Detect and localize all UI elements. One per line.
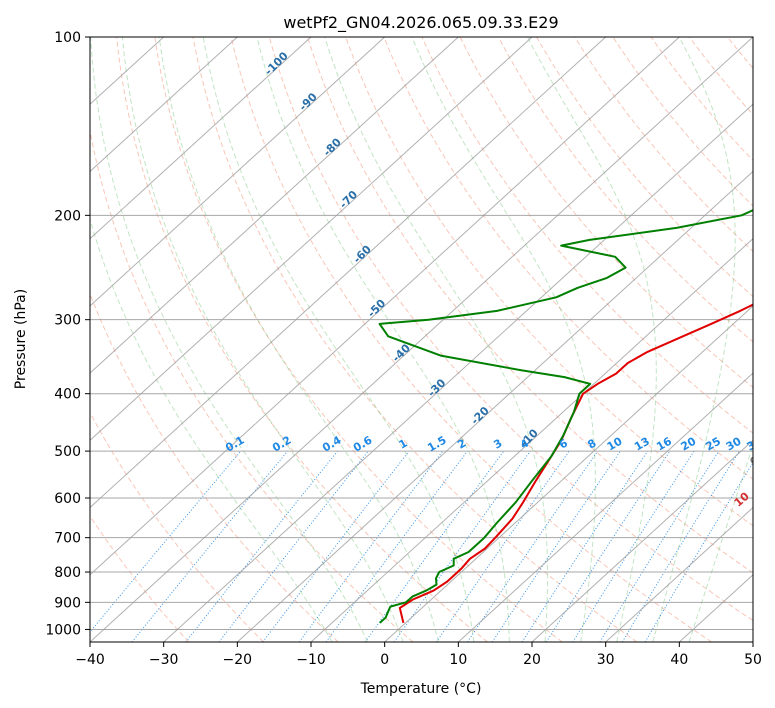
dry-adiabat-line	[497, 37, 753, 343]
dry-adiabat-line	[116, 37, 488, 642]
x-tick-label: −30	[149, 652, 179, 668]
x-tick-label: 40	[670, 652, 688, 668]
mixing-ratio-line	[325, 450, 468, 642]
mixing-ratio-line	[90, 450, 242, 633]
isotherm-line	[752, 641, 753, 642]
isotherm-line	[90, 37, 753, 642]
plot-frame	[89, 36, 754, 643]
dry-adiabat-line	[421, 37, 753, 434]
isotherm-line	[90, 37, 680, 576]
moist-adiabat-line	[158, 37, 439, 642]
y-tick-label: 800	[54, 565, 81, 581]
mixing-ratio-line	[621, 450, 740, 642]
mixing-ratio-line	[131, 450, 288, 642]
zero-line-label: 0	[748, 453, 762, 468]
x-axis-label: Temperature (°C)	[360, 681, 482, 697]
moist-adiabat-line	[652, 37, 736, 642]
isotherm-line	[310, 237, 753, 642]
x-tick-label: 10	[449, 652, 467, 668]
moist-adiabat-line	[527, 37, 657, 642]
y-tick-label: 500	[54, 444, 81, 460]
isotherm-line	[90, 37, 607, 509]
dry-adiabat-line	[766, 37, 775, 642]
dry-adiabat-line	[536, 37, 753, 298]
isotherm-line	[90, 37, 312, 240]
isotherm-line	[605, 506, 753, 642]
dry-adiabat-line	[90, 411, 264, 642]
mixing-ratio-line	[364, 450, 505, 642]
dry-adiabat-line	[192, 37, 638, 642]
mixing-ratio-line	[521, 450, 649, 642]
isotherm-line	[384, 305, 753, 642]
moist-adiabat-line	[688, 444, 753, 642]
x-tick-label: −20	[223, 652, 253, 668]
y-tick-label: 200	[54, 208, 81, 224]
isotherm-line	[236, 170, 753, 642]
y-tick-label: 300	[54, 313, 81, 329]
isotherm-line	[163, 103, 753, 642]
moist-adiabat-line	[121, 37, 404, 642]
isotherm-line	[90, 37, 386, 307]
dry-adiabat-line	[307, 37, 753, 574]
dry-adiabat-line	[268, 37, 753, 622]
y-tick-label: 900	[54, 595, 81, 611]
x-tick-label: 20	[523, 652, 541, 668]
mixing-ratio-line	[599, 450, 720, 642]
isotherm-line	[457, 372, 753, 642]
x-tick-label: −40	[75, 652, 105, 668]
x-tick-label: 50	[744, 652, 762, 668]
moist-adiabat-line	[90, 217, 333, 642]
x-tick-label: −10	[296, 652, 326, 668]
isotherm-line	[531, 439, 753, 642]
x-tick-label: 0	[380, 652, 389, 668]
mixing-ratio-line	[545, 450, 671, 642]
dry-adiabat-line	[90, 292, 339, 642]
moist-adiabat-line	[256, 37, 510, 642]
y-axis-label: Pressure (hPa)	[13, 289, 29, 389]
y-tick-label: 600	[54, 491, 81, 507]
isotherm-line	[90, 37, 238, 173]
mixing-ratio-line	[185, 450, 338, 642]
y-tick-label: 1000	[45, 622, 81, 638]
moist-adiabat-label: 20	[771, 521, 775, 541]
moist-adiabat-line	[202, 37, 475, 642]
chart-title: wetPf2_GN04.2026.065.09.33.E29	[283, 13, 558, 33]
x-tick-label: 30	[597, 652, 615, 668]
y-tick-label: 100	[54, 30, 81, 46]
dry-adiabat-line	[154, 37, 563, 642]
y-tick-label: 400	[54, 387, 81, 403]
dewpoint-profile-line	[378, 209, 753, 624]
y-tick-label: 700	[54, 531, 81, 547]
mixing-ratio-label: 36	[744, 434, 764, 453]
isotherm-line	[90, 37, 459, 374]
dry-adiabat-line	[90, 128, 414, 642]
temperature-profile-line	[398, 303, 753, 624]
mixing-ratio-line	[572, 450, 695, 642]
isotherm-line	[90, 37, 533, 442]
moist-adiabat-line	[324, 37, 549, 642]
